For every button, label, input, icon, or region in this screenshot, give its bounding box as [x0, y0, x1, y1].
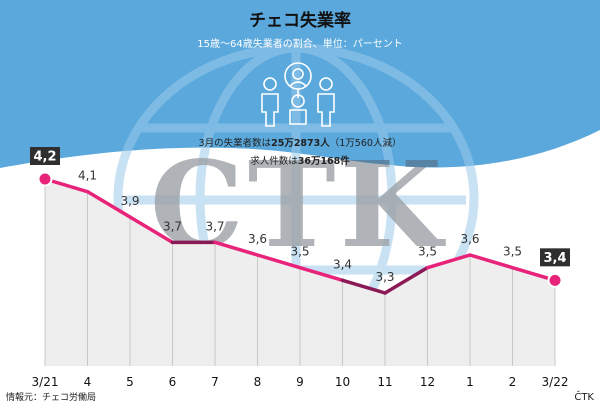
- line-segment: [468, 253, 515, 270]
- data-point-highlight: [547, 272, 563, 288]
- x-tick-label: 2: [509, 375, 517, 389]
- value-callout-box: [30, 147, 60, 165]
- annotation-2-prefix: 求人件数は: [250, 155, 298, 167]
- magnifier-person-head: [292, 68, 304, 80]
- value-label: 3,7: [163, 219, 182, 233]
- value-label: 4,2: [33, 150, 56, 165]
- center-person-head: [291, 94, 305, 108]
- annotation-2-value: 36万168件: [298, 155, 351, 167]
- x-tick-label: 3/21: [32, 375, 59, 389]
- x-tick-label: 11: [377, 375, 392, 389]
- line-segment: [213, 240, 260, 257]
- value-label: 3,6: [460, 232, 479, 246]
- x-tick-label: 12: [420, 375, 435, 389]
- line-segment: [298, 265, 345, 283]
- left-person-head: [263, 77, 277, 91]
- x-tick-label: 5: [126, 375, 134, 389]
- x-axis-ticks: 3/21 4 5 6 7 8 9 10 11 12 1 2 3/22: [32, 375, 569, 389]
- x-tick-label: 8: [254, 375, 262, 389]
- data-source: 情報元：チェコ労働局: [6, 391, 96, 403]
- label-layer: 4,2 4,1 3,9 3,7 3,7 3,6 3,5 3,4 3,3 3,5 3,6 3,5 3,4: [30, 147, 570, 284]
- grid-layer: [44, 179, 556, 366]
- magnifier-person-body: [289, 81, 307, 87]
- x-tick-label: 9: [296, 375, 304, 389]
- unemployed-count-annotation: 3月の失業者数は25万2873人（1万560人減）: [199, 137, 402, 149]
- value-label: 3,6: [248, 232, 267, 246]
- x-tick-label: 4: [84, 375, 92, 389]
- value-callout-box: [540, 248, 570, 267]
- point-layer: [37, 171, 563, 288]
- job-vacancies-annotation: 求人件数は36万168件: [250, 155, 350, 167]
- line-segment: [425, 253, 472, 270]
- job-search-people-icon: [261, 62, 335, 127]
- data-point-highlight: [37, 171, 53, 187]
- center-person-body: [289, 109, 307, 125]
- value-label: 3,5: [290, 245, 309, 259]
- page-title: チェコ失業率: [249, 10, 351, 31]
- value-label: 3,7: [205, 219, 224, 233]
- line-segment: [85, 189, 132, 219]
- value-label: 3,9: [120, 194, 139, 208]
- line-segment: [128, 215, 175, 245]
- line-segment: [383, 265, 430, 295]
- value-label: 3,5: [418, 245, 437, 259]
- annotation-1-value: 25万2873人: [271, 137, 330, 149]
- x-tick-label: 1: [466, 375, 474, 389]
- x-tick-label: 3/22: [542, 375, 569, 389]
- value-label: 3,3: [375, 270, 394, 284]
- line-segment: [255, 253, 302, 270]
- chart-subtitle: 15歳～64歳失業者の割合、単位：パーセント: [197, 37, 402, 50]
- x-tick-label: 7: [211, 375, 219, 389]
- x-tick-label: 6: [169, 375, 177, 389]
- brand-credit: ČTK: [574, 390, 594, 403]
- right-person-body: [317, 93, 335, 127]
- right-person-head: [319, 77, 333, 91]
- value-label: 3,5: [503, 245, 522, 259]
- line-segment: [340, 278, 387, 295]
- annotation-1-prefix: 3月の失業者数は: [199, 137, 272, 149]
- value-label: 3,4: [543, 251, 566, 266]
- line-layer: [43, 177, 557, 295]
- value-label: 3,4: [333, 257, 352, 271]
- annotation-1-suffix: （1万560人減）: [330, 137, 402, 149]
- left-person-body: [261, 93, 279, 127]
- x-tick-label: 10: [335, 375, 350, 389]
- value-label: 4,1: [78, 169, 97, 183]
